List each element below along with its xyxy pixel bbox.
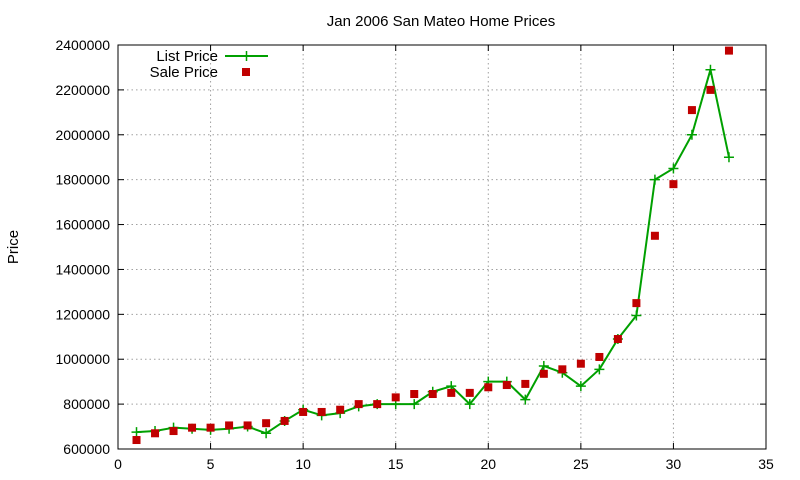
legend-marker-list-price bbox=[241, 51, 252, 61]
x-tick-label: 15 bbox=[388, 456, 404, 472]
x-tick-label: 0 bbox=[114, 456, 122, 472]
sale-price-point bbox=[243, 421, 252, 430]
sale-price-point bbox=[169, 427, 178, 436]
sale-price-point bbox=[391, 393, 400, 402]
y-tick-label: 600000 bbox=[63, 441, 110, 457]
sale-price-point bbox=[132, 436, 141, 445]
sale-price-point bbox=[687, 106, 696, 115]
y-tick-label: 2200000 bbox=[55, 82, 110, 98]
series-sale-price bbox=[132, 46, 733, 445]
list-price-point bbox=[131, 427, 142, 438]
sale-price-point bbox=[521, 379, 530, 388]
list-price-point bbox=[261, 428, 272, 439]
list-price-point bbox=[649, 174, 660, 185]
x-tick-label: 35 bbox=[758, 456, 774, 472]
chart-title: Jan 2006 San Mateo Home Prices bbox=[327, 13, 555, 30]
sale-price-point bbox=[539, 369, 548, 378]
axis-ticks bbox=[117, 44, 767, 450]
sale-price-point bbox=[151, 429, 160, 438]
sale-price-point bbox=[262, 419, 271, 428]
list-price-point bbox=[668, 163, 679, 174]
sale-price-point bbox=[576, 359, 585, 368]
sale-price-point bbox=[428, 390, 437, 399]
sale-price-point bbox=[336, 405, 345, 414]
list-price-point bbox=[575, 381, 586, 392]
sale-price-point bbox=[613, 335, 622, 344]
sale-price-point bbox=[502, 381, 511, 390]
list-price-point bbox=[723, 152, 734, 163]
y-tick-label: 1600000 bbox=[55, 217, 110, 233]
sale-price-point bbox=[410, 390, 419, 399]
x-tick-labels: 0 5 10 15 20 25 30 35 bbox=[114, 456, 774, 472]
y-tick-label: 1800000 bbox=[55, 172, 110, 188]
list-price-point bbox=[538, 360, 549, 371]
sale-price-point bbox=[595, 352, 604, 361]
sale-price-point bbox=[373, 400, 382, 409]
legend-marker-sale-price bbox=[242, 68, 250, 76]
sale-price-point bbox=[206, 423, 215, 432]
legend-label-list-price: List Price bbox=[156, 48, 218, 65]
data-series bbox=[131, 46, 734, 445]
y-tick-label: 1200000 bbox=[55, 306, 110, 322]
x-tick-label: 10 bbox=[295, 456, 311, 472]
sale-price-point bbox=[354, 400, 363, 409]
list-price-point bbox=[594, 364, 605, 375]
y-tick-label: 2400000 bbox=[55, 37, 110, 53]
sale-price-point bbox=[706, 85, 715, 94]
list-price-point bbox=[409, 399, 420, 410]
plot-frame bbox=[117, 44, 767, 450]
x-tick-label: 25 bbox=[573, 456, 589, 472]
y-tick-label: 1000000 bbox=[55, 351, 110, 367]
sale-price-point bbox=[724, 46, 733, 55]
list-price-point bbox=[520, 394, 531, 405]
list-price-point bbox=[631, 310, 642, 321]
sale-price-point bbox=[317, 407, 326, 416]
y-tick-labels: 600000 800000 1000000 1200000 1400000 1600000… bbox=[55, 37, 110, 457]
sale-price-point bbox=[669, 180, 678, 189]
x-tick-label: 5 bbox=[207, 456, 215, 472]
y-axis-label: Price bbox=[5, 230, 22, 264]
sale-price-point bbox=[650, 231, 659, 240]
sale-price-point bbox=[280, 416, 289, 425]
x-tick-label: 20 bbox=[480, 456, 496, 472]
grid-lines bbox=[118, 45, 766, 449]
list-price-point bbox=[705, 64, 716, 75]
legend: List Price Sale Price bbox=[150, 48, 268, 81]
y-tick-label: 1400000 bbox=[55, 261, 110, 277]
sale-price-point bbox=[465, 388, 474, 397]
sale-price-point bbox=[558, 365, 567, 374]
list-price-point bbox=[464, 399, 475, 410]
y-tick-label: 800000 bbox=[63, 396, 110, 412]
legend-label-sale-price: Sale Price bbox=[150, 64, 218, 81]
sale-price-point bbox=[225, 421, 234, 430]
series-list-price bbox=[131, 64, 734, 439]
list-price-point bbox=[686, 129, 697, 140]
sale-price-point bbox=[632, 299, 641, 308]
sale-price-point bbox=[188, 423, 197, 432]
sale-price-point bbox=[484, 383, 493, 392]
y-tick-label: 2000000 bbox=[55, 127, 110, 143]
sale-price-point bbox=[299, 407, 308, 416]
x-tick-label: 30 bbox=[666, 456, 682, 472]
list-price-line bbox=[136, 68, 730, 435]
sale-price-point bbox=[447, 388, 456, 397]
